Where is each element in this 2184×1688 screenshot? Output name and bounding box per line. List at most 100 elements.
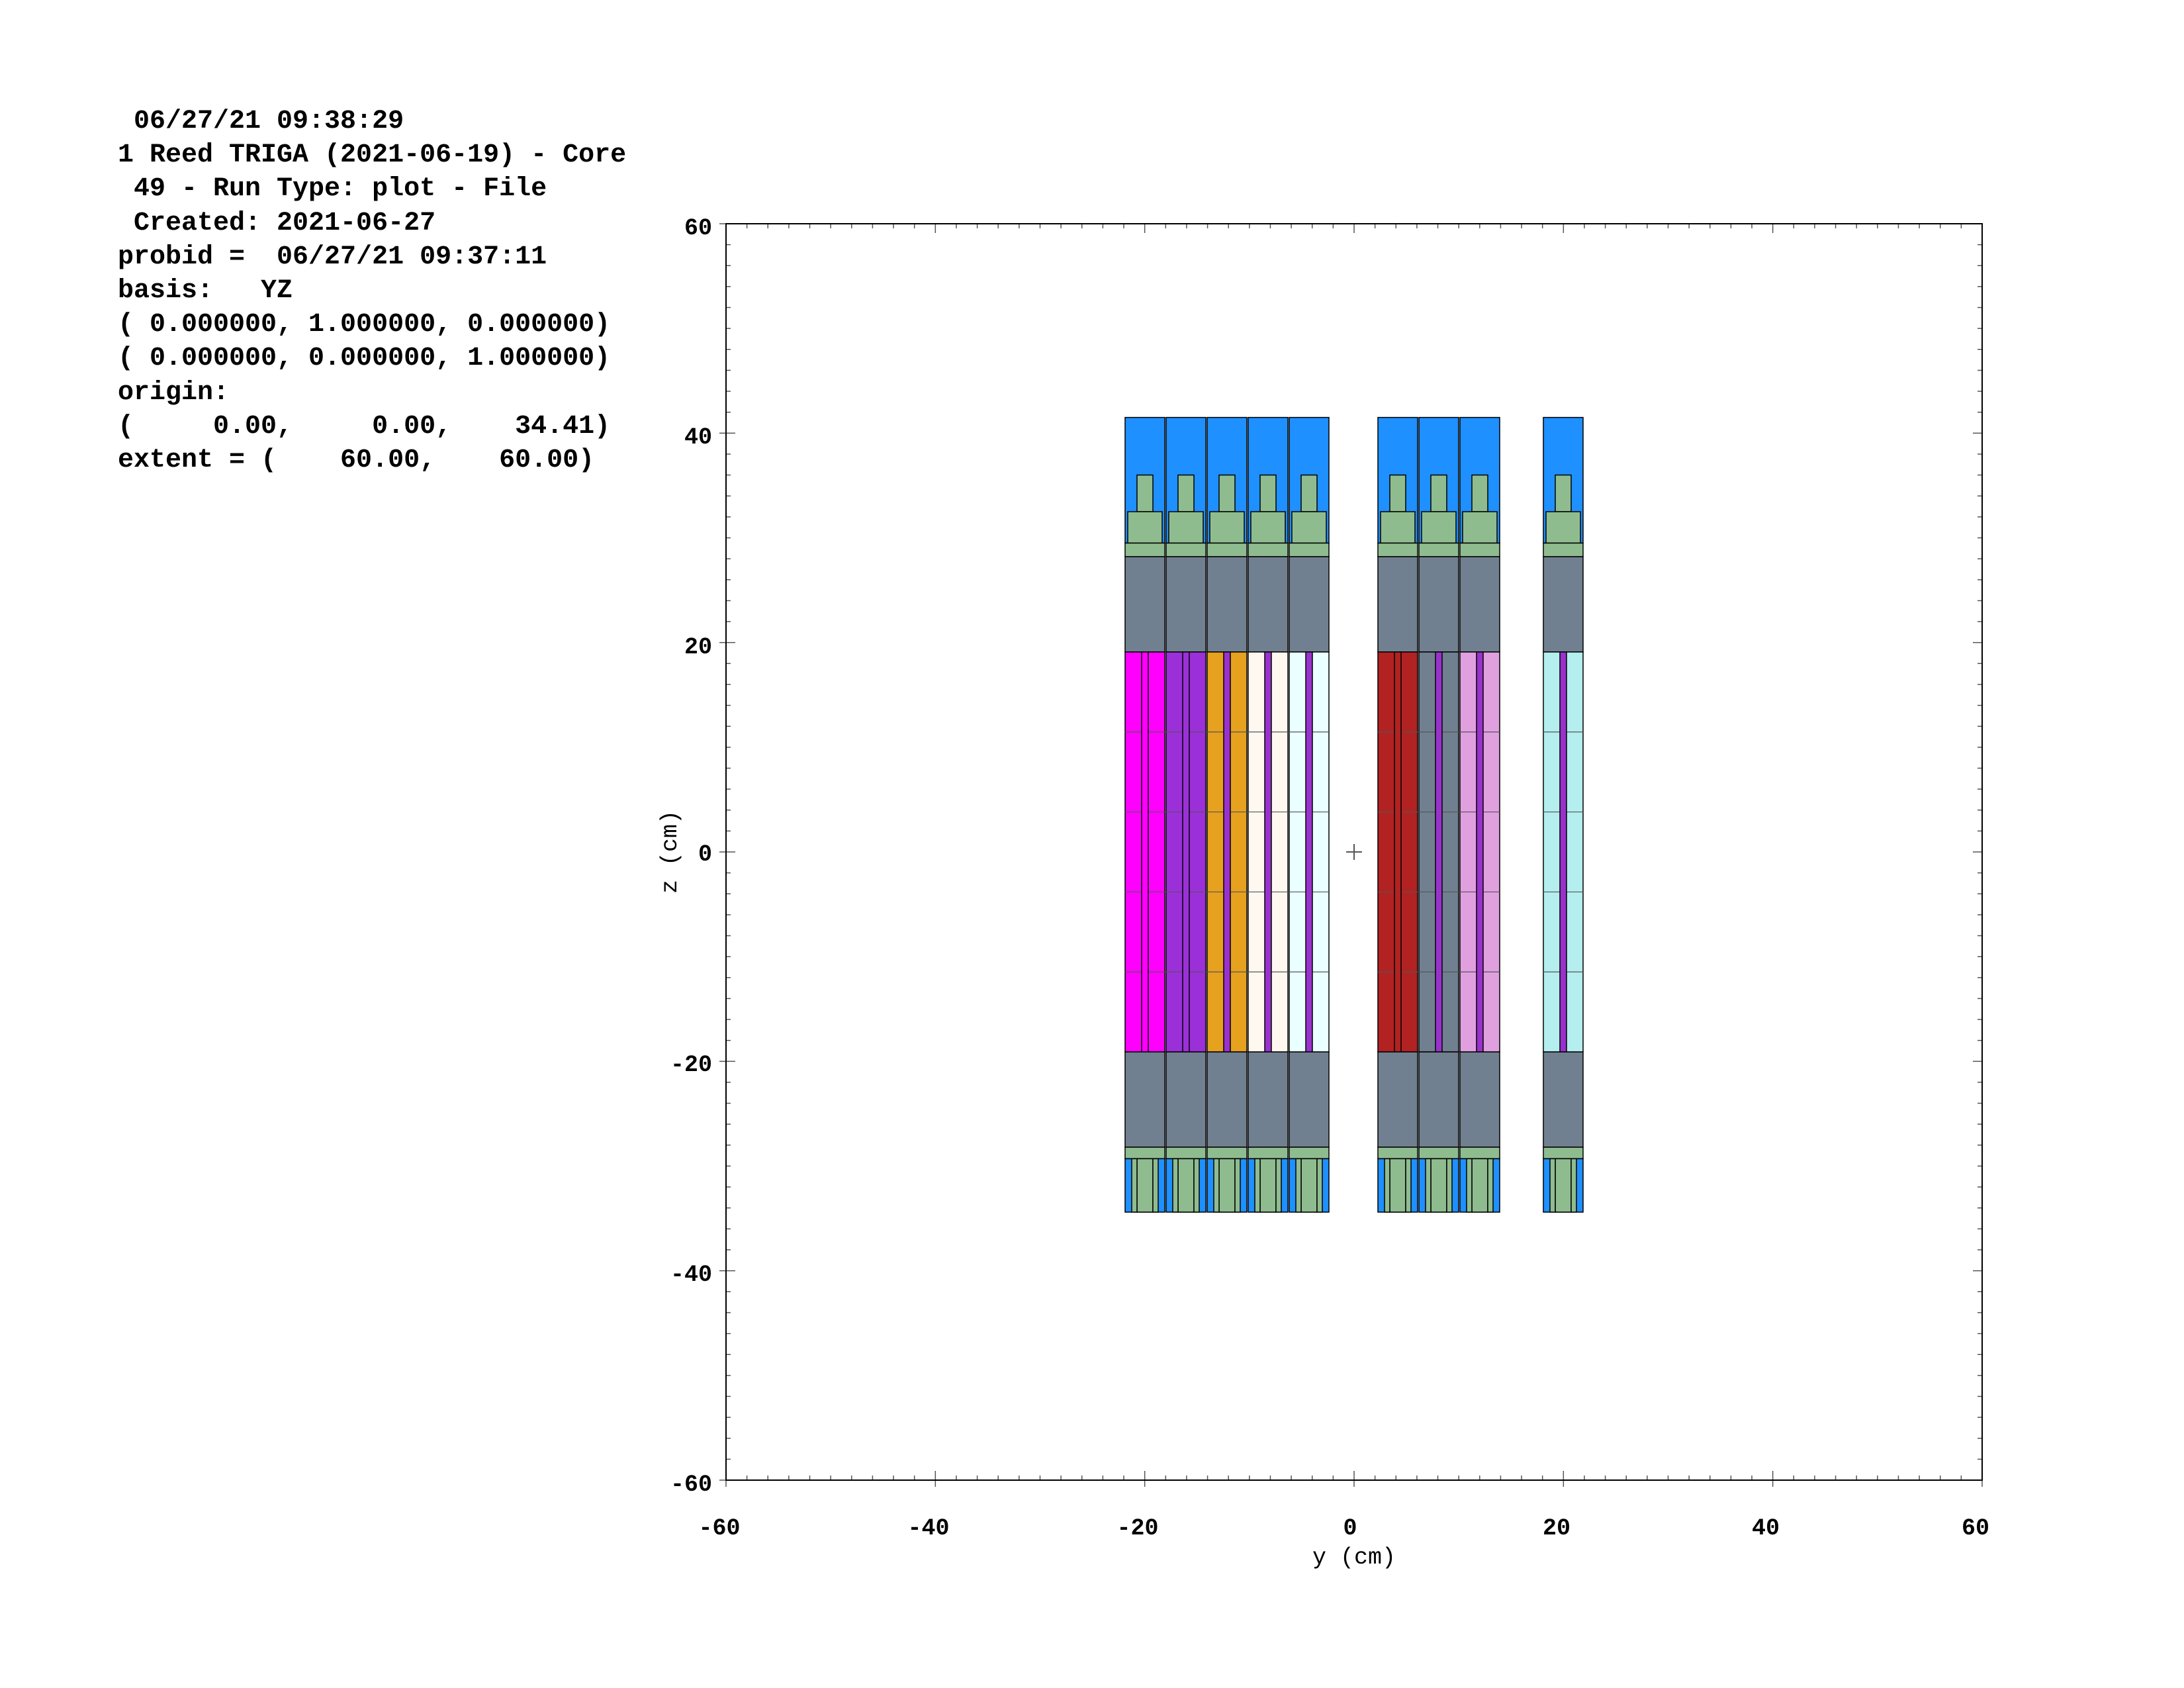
lower-reflector	[1206, 1051, 1248, 1148]
bottom-fitting-band	[1165, 1147, 1206, 1160]
bottom-pin	[1300, 1158, 1318, 1213]
bottom-pin-left	[1172, 1158, 1179, 1213]
upper-reflector	[1543, 556, 1584, 653]
zirconium-rod	[1141, 651, 1149, 1053]
top-end-fitting	[1291, 511, 1327, 544]
bottom-pin-left	[1425, 1158, 1432, 1213]
bottom-pin-right	[1316, 1158, 1323, 1213]
bottom-fitting-band	[1377, 1147, 1418, 1160]
fuel-element-column	[1248, 416, 1289, 1213]
bottom-pin	[1177, 1158, 1195, 1213]
bottom-pin-right	[1405, 1158, 1412, 1213]
bottom-pin-right	[1446, 1158, 1453, 1213]
lower-reflector	[1377, 1051, 1418, 1148]
zirconium-rod	[1476, 651, 1484, 1053]
header-line-extent: extent = ( 60.00, 60.00)	[118, 445, 595, 475]
top-fitting-band	[1377, 542, 1418, 557]
y-tick-label: 20	[684, 634, 712, 661]
origin-marker	[1346, 844, 1362, 860]
zirconium-rod	[1394, 651, 1402, 1053]
top-fitting-band	[1289, 542, 1330, 557]
fuel-element-column	[1124, 416, 1165, 1213]
lower-reflector	[1459, 1051, 1500, 1148]
header-line-basis: basis: YZ	[118, 275, 293, 306]
top-pin	[1136, 474, 1154, 512]
fuel-element-column	[1377, 416, 1418, 1213]
lower-reflector	[1124, 1051, 1165, 1148]
top-fitting-band	[1459, 542, 1500, 557]
bottom-pin	[1218, 1158, 1236, 1213]
x-axis-label: y (cm)	[1312, 1544, 1396, 1571]
bottom-pin-right	[1234, 1158, 1241, 1213]
zirconium-rod	[1264, 651, 1272, 1053]
bottom-pin-left	[1384, 1158, 1390, 1213]
top-fitting-band	[1418, 542, 1459, 557]
top-fitting-band	[1248, 542, 1289, 557]
bottom-pin-left	[1549, 1158, 1556, 1213]
header-line-runtype: 49 - Run Type: plot - File	[118, 174, 547, 205]
y-tick-label: 40	[684, 424, 712, 451]
x-tick-label: -60	[698, 1515, 740, 1542]
bottom-fitting-band	[1124, 1147, 1165, 1160]
top-pin	[1259, 474, 1277, 512]
bottom-pin	[1471, 1158, 1488, 1213]
header-line-origin-value: ( 0.00, 0.00, 34.41)	[118, 411, 611, 442]
bottom-pin	[1430, 1158, 1447, 1213]
lower-reflector	[1248, 1051, 1289, 1148]
bottom-pin	[1389, 1158, 1406, 1213]
y-tick-label: -20	[670, 1052, 712, 1078]
bottom-fitting-band	[1459, 1147, 1500, 1160]
x-tick-label: 60	[1962, 1515, 1989, 1542]
upper-reflector	[1165, 556, 1206, 653]
bottom-pin-right	[1193, 1158, 1200, 1213]
header-line-basis-v: ( 0.000000, 0.000000, 1.000000)	[118, 344, 611, 374]
top-end-fitting	[1421, 511, 1457, 544]
top-end-fitting	[1380, 511, 1416, 544]
bottom-pin	[1555, 1158, 1572, 1213]
upper-reflector	[1124, 556, 1165, 653]
fuel-element-column	[1206, 416, 1248, 1213]
zirconium-rod	[1559, 651, 1567, 1053]
upper-reflector	[1418, 556, 1459, 653]
y-tick-labels: 60 40 20 0 -20 -40 -60	[670, 215, 712, 1498]
top-pin	[1430, 474, 1447, 512]
plot-header-info: 06/27/21 09:38:29 1 Reed TRIGA (2021-06-1…	[118, 105, 626, 477]
bottom-pin-left	[1254, 1158, 1261, 1213]
y-axis-label: z (cm)	[657, 810, 684, 894]
top-fitting-band	[1165, 542, 1206, 557]
lower-reflector	[1418, 1051, 1459, 1148]
top-fitting-band	[1543, 542, 1584, 557]
header-line-basis-u: ( 0.000000, 1.000000, 0.000000)	[118, 310, 611, 340]
top-end-fitting	[1168, 511, 1204, 544]
lower-reflector	[1165, 1051, 1206, 1148]
bottom-pin-left	[1466, 1158, 1473, 1213]
x-tick-label: -40	[907, 1515, 949, 1542]
bottom-pin-left	[1295, 1158, 1302, 1213]
fuel-element-column	[1418, 416, 1459, 1213]
top-pin	[1218, 474, 1236, 512]
x-tick-label: -20	[1116, 1515, 1158, 1542]
bottom-fitting-band	[1543, 1147, 1584, 1160]
bottom-pin-right	[1152, 1158, 1159, 1213]
fuel-element-column	[1543, 416, 1584, 1213]
bottom-pin	[1259, 1158, 1277, 1213]
y-tick-label: 60	[684, 215, 712, 242]
top-end-fitting	[1127, 511, 1163, 544]
fuel-element-column	[1165, 416, 1206, 1213]
zirconium-rod	[1223, 651, 1231, 1053]
minor-ticks	[719, 223, 1983, 1487]
core-assemblies	[1124, 416, 1584, 1213]
bottom-pin-left	[1131, 1158, 1138, 1213]
header-line-origin-label: origin:	[118, 377, 230, 408]
top-fitting-band	[1124, 542, 1165, 557]
x-tick-label: 0	[1343, 1515, 1357, 1542]
top-pin	[1300, 474, 1318, 512]
top-pin	[1177, 474, 1195, 512]
plot-frame	[725, 223, 1983, 1481]
upper-reflector	[1248, 556, 1289, 653]
y-tick-label: -60	[670, 1472, 712, 1498]
x-tick-label: 40	[1752, 1515, 1780, 1542]
header-line-probid: probid = 06/27/21 09:37:11	[118, 242, 547, 272]
zirconium-rod	[1435, 651, 1443, 1053]
bottom-fitting-band	[1289, 1147, 1330, 1160]
